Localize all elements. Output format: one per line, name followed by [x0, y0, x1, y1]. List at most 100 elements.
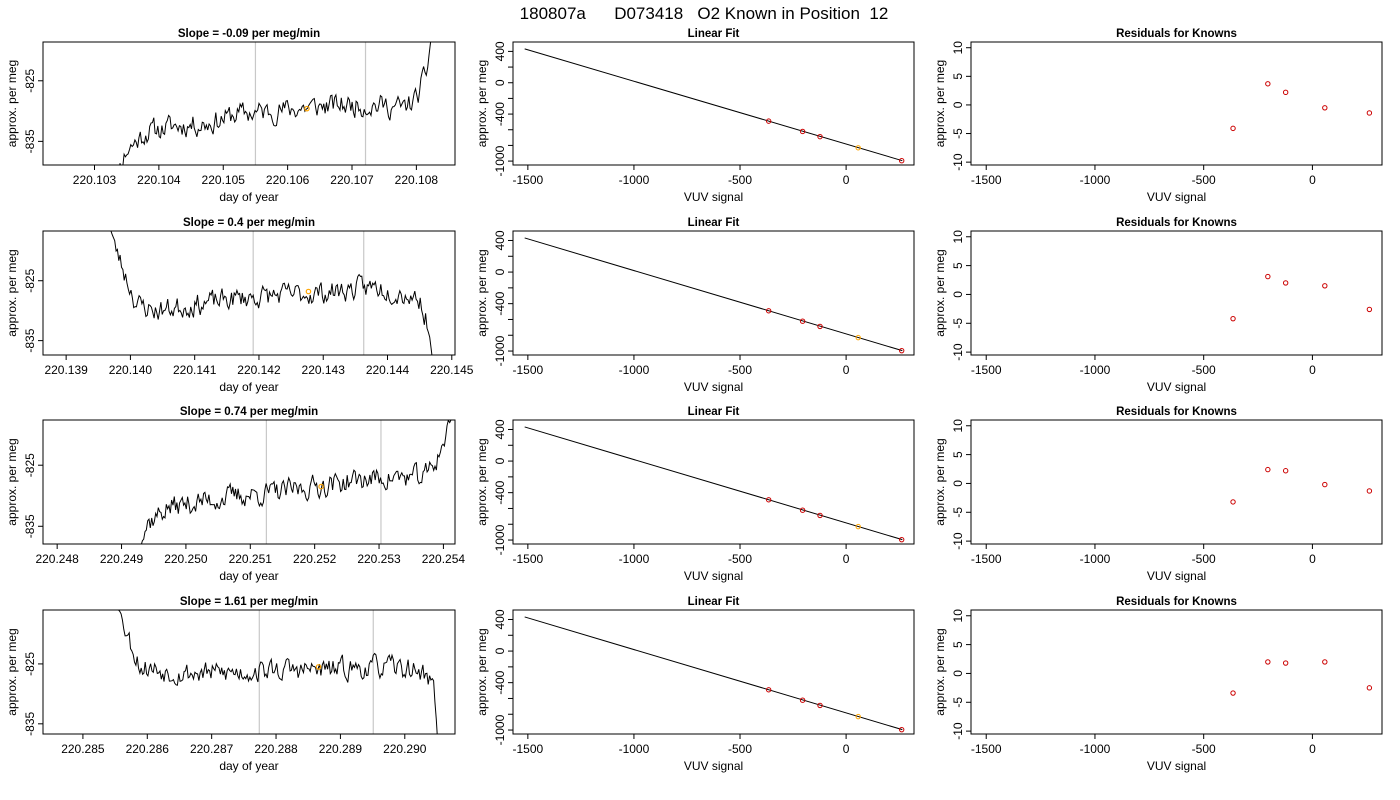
y-tick-label: -825	[23, 652, 37, 676]
x-tick-label: -1500	[971, 173, 1002, 187]
y-tick-label: -5	[951, 697, 965, 708]
plot-frame	[970, 230, 1383, 356]
y-tick-label: -400	[493, 480, 507, 504]
x-tick-label: 220.248	[35, 552, 79, 566]
x-tick-label: -1000	[1080, 742, 1111, 756]
y-tick-label: -1000	[493, 714, 507, 745]
y-tick-label: 5	[951, 262, 965, 269]
chart-title: Residuals for Knowns	[1116, 28, 1237, 40]
y-axis-label: approx. per meg	[933, 438, 947, 525]
x-tick-label: -1000	[619, 173, 650, 187]
plot-area	[524, 48, 905, 164]
plot-frame	[970, 41, 1383, 166]
figure-title-run: 180807a	[520, 4, 587, 23]
x-tick-label: -1000	[1080, 173, 1111, 187]
chart-title: Linear Fit	[688, 217, 740, 229]
highlight-point	[315, 664, 322, 670]
y-tick-label: 400	[493, 230, 507, 250]
sample-point	[855, 713, 861, 720]
y-tick-label: 10	[951, 230, 965, 244]
plot-area	[524, 426, 905, 543]
y-tick-label: 10	[951, 609, 965, 623]
y-tick-label: 0	[951, 670, 965, 677]
y-tick-label: -825	[23, 453, 37, 477]
plot-area	[117, 610, 438, 734]
x-tick-label: 0	[843, 363, 850, 377]
x-tick-label: 0	[843, 742, 850, 756]
chart-timeseries-row-2: Slope = 0.4 per meg/min 220.139 220.140 220…	[5, 217, 474, 394]
y-axis-label: approx. per meg	[475, 60, 489, 147]
x-tick-label: 220.103	[73, 173, 117, 187]
y-axis-label: approx. per meg	[475, 438, 489, 525]
chart-title: Linear Fit	[688, 596, 740, 608]
residual-point	[1230, 125, 1236, 132]
x-tick-label: -500	[728, 742, 752, 756]
x-tick-label: 0	[1309, 173, 1316, 187]
y-axis-label: approx. per meg	[475, 628, 489, 715]
chart-residuals-row-2: Residuals for Knowns -1500 -1000 -500 0 VUV s…	[933, 217, 1383, 394]
y-tick-label: 10	[951, 419, 965, 433]
chart-residuals-row-1: Residuals for Knowns -1500 -1000 -500 0 VUV s…	[933, 28, 1383, 204]
chart-timeseries-row-3: Slope = 0.74 per meg/min 220.248 220.249 22…	[5, 406, 465, 583]
residual-point	[1282, 660, 1289, 666]
x-axis-label: day of year	[219, 380, 278, 394]
known-point	[898, 347, 905, 354]
trace-line	[140, 420, 452, 544]
x-tick-label: 220.108	[395, 173, 439, 187]
plot-frame	[42, 230, 456, 356]
x-tick-label: -1000	[1080, 363, 1111, 377]
plot-area	[524, 237, 905, 354]
y-tick-label: 400	[493, 609, 507, 629]
known-point	[765, 118, 772, 124]
residual-point	[1282, 280, 1289, 286]
known-point	[898, 536, 905, 543]
x-tick-label: -1500	[513, 173, 544, 187]
x-tick-label: -500	[1192, 742, 1216, 756]
y-tick-label: 0	[951, 101, 965, 108]
x-tick-label: -500	[728, 552, 752, 566]
x-axis-label: VUV signal	[1147, 380, 1206, 394]
x-tick-label: -1000	[1080, 552, 1111, 566]
known-point	[799, 128, 806, 135]
plot-frame	[512, 41, 915, 166]
known-point	[799, 507, 806, 513]
y-tick-label: -835	[23, 711, 37, 735]
y-tick-label: -10	[951, 532, 965, 550]
known-point	[799, 697, 806, 703]
highlight-point	[305, 288, 312, 295]
x-tick-label: 220.287	[190, 742, 234, 756]
y-tick-label: -835	[23, 328, 37, 352]
y-tick-label: -5	[951, 128, 965, 139]
x-axis-label: VUV signal	[1147, 569, 1206, 583]
chart-fit-row-3: Linear Fit -1500 -1000 -500 0 VUV signal -1000…	[475, 406, 915, 583]
x-axis-label: VUV signal	[684, 759, 743, 773]
x-tick-label: -1000	[619, 742, 650, 756]
x-tick-label: 220.106	[266, 173, 310, 187]
y-tick-label: 5	[951, 73, 965, 80]
known-point	[817, 323, 823, 330]
plot-frame	[512, 609, 915, 735]
x-tick-label: 220.104	[137, 173, 181, 187]
chart-title: Slope = 0.74 per meg/min	[180, 406, 318, 418]
x-tick-label: -1500	[513, 552, 544, 566]
trace-line	[117, 610, 438, 734]
y-tick-label: 10	[951, 41, 965, 55]
plot-area	[119, 42, 432, 165]
plot-frame	[42, 41, 456, 166]
sample-point	[855, 334, 861, 341]
y-tick-label: -1000	[493, 524, 507, 555]
residual-point	[1230, 499, 1236, 505]
x-tick-label: 0	[1309, 552, 1316, 566]
x-tick-label: 220.139	[44, 363, 88, 377]
residual-point	[1230, 315, 1236, 322]
x-tick-label: -1000	[619, 363, 650, 377]
residual-point	[1322, 481, 1328, 488]
y-tick-label: 400	[493, 419, 507, 439]
x-tick-label: -500	[1192, 552, 1216, 566]
x-tick-label: 220.105	[202, 173, 246, 187]
x-tick-label: 220.285	[61, 742, 105, 756]
sample-point	[855, 145, 861, 151]
chart-title: Slope = -0.09 per meg/min	[178, 28, 320, 40]
y-axis-label: approx. per meg	[933, 249, 947, 336]
